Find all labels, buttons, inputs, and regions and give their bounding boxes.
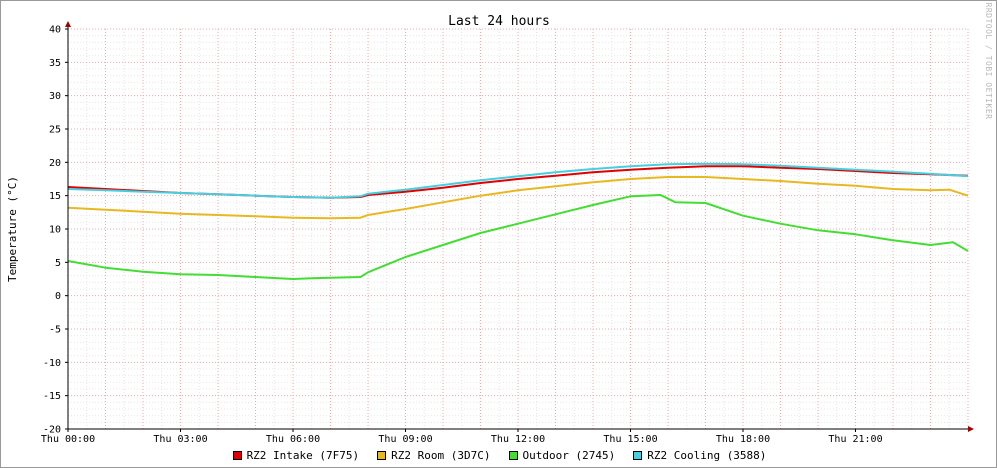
y-tick-label: 25 bbox=[49, 125, 61, 136]
x-tick-label: Thu 12:00 bbox=[491, 434, 545, 445]
series-line-4 bbox=[67, 162, 969, 199]
watermark: RRDTOOL / TOBI OETIKER bbox=[984, 3, 993, 120]
y-tick-label: -10 bbox=[43, 358, 61, 369]
y-tick-label: -15 bbox=[43, 391, 61, 402]
y-tick-label: 0 bbox=[55, 291, 61, 302]
y-tick-label: 30 bbox=[49, 91, 61, 102]
legend-item-1: RZ2 Intake (7F75) bbox=[232, 448, 360, 462]
y-tick-label: 15 bbox=[49, 191, 61, 202]
legend-label: RZ2 Cooling (3588) bbox=[647, 448, 767, 462]
y-tick-label: 5 bbox=[55, 258, 61, 269]
y-tick-labels: -20 -15 -10 -5 0 5 10 15 20 25 30 35 40 bbox=[43, 25, 61, 436]
y-axis-arrow-icon bbox=[65, 21, 71, 27]
x-tick-label: Thu 21:00 bbox=[828, 434, 882, 445]
y-tick-label: 35 bbox=[49, 58, 61, 69]
x-tick-label: Thu 06:00 bbox=[266, 434, 320, 445]
y-tick-label: 40 bbox=[49, 25, 61, 36]
x-tick-label: Thu 15:00 bbox=[603, 434, 657, 445]
x-tick-label: Thu 09:00 bbox=[378, 434, 432, 445]
legend-label: RZ2 Room (3D7C) bbox=[391, 448, 491, 462]
y-axis-label: Temperature (°C) bbox=[6, 176, 19, 282]
legend-swatch bbox=[377, 450, 387, 460]
legend-item-4: RZ2 Cooling (3588) bbox=[633, 449, 766, 462]
legend-item-2: RZ2 Room (3D7C) bbox=[377, 448, 491, 462]
legend-swatch bbox=[633, 450, 643, 460]
legend-swatch bbox=[232, 450, 242, 460]
x-tick-label: Thu 00:00 bbox=[41, 434, 95, 445]
legend: RZ2 Intake (7F75) RZ2 Room (3D7C) Outdoor … bbox=[1, 447, 996, 463]
legend-label: RZ2 Intake (7F75) bbox=[246, 448, 360, 462]
y-tick-label: 10 bbox=[49, 225, 61, 236]
y-tick-label: 20 bbox=[49, 158, 61, 169]
y-tick-label: -20 bbox=[43, 425, 61, 436]
x-axis-arrow-icon bbox=[968, 426, 974, 432]
major-grid bbox=[67, 28, 969, 430]
series-line-3 bbox=[67, 194, 969, 280]
legend-swatch bbox=[508, 450, 518, 460]
y-tick-label: -5 bbox=[49, 325, 61, 336]
legend-label: Outdoor (2745) bbox=[522, 448, 616, 462]
x-tick-label: Thu 18:00 bbox=[716, 434, 770, 445]
legend-item-3: Outdoor (2745) bbox=[508, 448, 616, 462]
axes bbox=[65, 21, 974, 432]
x-tick-label: Thu 03:00 bbox=[153, 434, 207, 445]
x-tick-labels: Thu 00:00 Thu 03:00 Thu 06:00 Thu 09:00 Thu … bbox=[41, 434, 883, 445]
chart-title: Last 24 hours bbox=[448, 14, 550, 29]
series-layer bbox=[67, 162, 969, 280]
series-line-2 bbox=[67, 176, 969, 220]
